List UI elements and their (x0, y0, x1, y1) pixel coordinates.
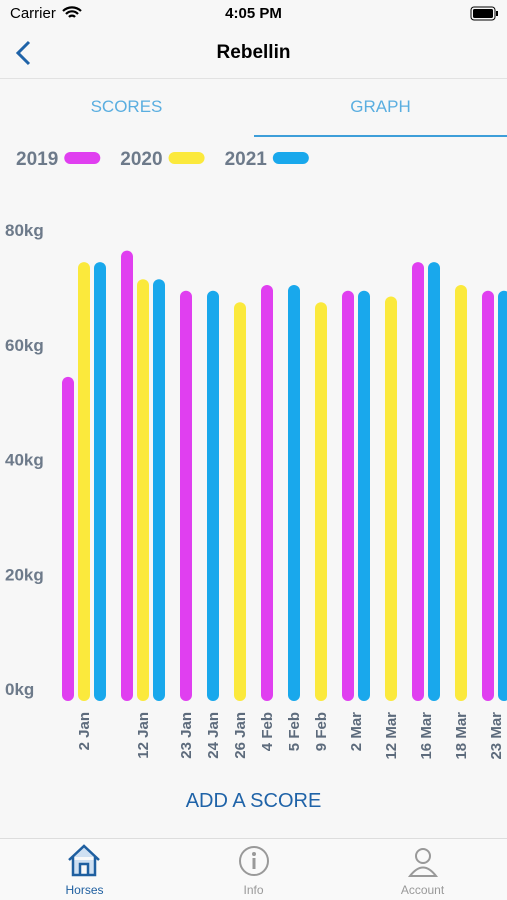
x-tick-label: 23 Jan (178, 712, 195, 759)
x-tick-label: 23 Mar (488, 712, 505, 760)
info-icon (239, 846, 269, 876)
battery-icon (470, 6, 498, 21)
bar (121, 250, 133, 701)
legend-label: 2021 (225, 149, 268, 170)
bar (342, 290, 354, 701)
nav-bar: Rebellin (0, 28, 507, 79)
legend-swatch (168, 152, 205, 164)
x-tick-label: 12 Mar (383, 712, 400, 760)
x-tick-label: 2 Jan (76, 712, 93, 750)
bar (94, 262, 106, 701)
legend-swatch (64, 152, 101, 164)
y-tick-label: 0kg (5, 680, 34, 699)
x-tick-label: 9 Feb (313, 712, 330, 751)
tab-account[interactable]: Account (400, 883, 445, 897)
bar (261, 285, 273, 701)
bar (482, 290, 494, 701)
bar (234, 302, 246, 701)
bar (412, 262, 424, 701)
legend-label: 2020 (120, 149, 162, 170)
legend-label: 2019 (16, 149, 58, 170)
y-tick-label: 60kg (5, 336, 44, 355)
bar (207, 290, 219, 701)
x-tick-label: 16 Mar (418, 712, 435, 760)
bar (498, 290, 507, 701)
legend-swatch (272, 152, 309, 164)
segment-tabs: SCORES GRAPH (0, 79, 507, 137)
bar (428, 262, 440, 701)
bar (180, 290, 192, 701)
account-icon (407, 848, 439, 877)
x-tick-label: 26 Jan (232, 712, 249, 759)
x-tick-label: 24 Jan (205, 712, 222, 759)
clock: 4:05 PM (225, 5, 282, 22)
status-bar: Carrier 4:05 PM (0, 0, 507, 28)
x-tick-label: 2 Mar (348, 712, 365, 751)
carrier: Carrier (10, 5, 56, 22)
bar (315, 302, 327, 701)
back-button[interactable] (14, 40, 34, 66)
x-tick-label: 4 Feb (259, 712, 276, 751)
chart: 2019 2020 2021 0kg 20kg 40kg 60kg 80kg 2 Jan 12 J… (5, 149, 507, 760)
y-tick-label: 20kg (5, 565, 44, 584)
tab-graph[interactable]: GRAPH (254, 79, 507, 137)
horses-icon (68, 844, 100, 877)
tab-info[interactable]: Info (243, 883, 264, 897)
nav-title: Rebellin (216, 42, 291, 63)
x-tick-label: 12 Jan (135, 712, 152, 759)
x-tick-label: 18 Mar (453, 712, 470, 760)
bar (78, 262, 90, 701)
wifi-icon (62, 6, 82, 18)
bar (385, 296, 397, 701)
x-tick-label: 5 Feb (286, 712, 303, 751)
tab-bar: Horses Info Account (0, 838, 507, 900)
bar (455, 285, 467, 701)
tab-horses[interactable]: Horses (65, 883, 104, 897)
tab-scores[interactable]: SCORES (90, 97, 163, 116)
bar (62, 376, 74, 701)
y-tick-label: 80kg (5, 221, 44, 240)
y-tick-label: 40kg (5, 451, 44, 470)
bar (288, 285, 300, 701)
bar (137, 279, 149, 701)
bar (358, 290, 370, 701)
bar (153, 279, 165, 701)
add-score-button[interactable]: ADD A SCORE (185, 790, 322, 812)
